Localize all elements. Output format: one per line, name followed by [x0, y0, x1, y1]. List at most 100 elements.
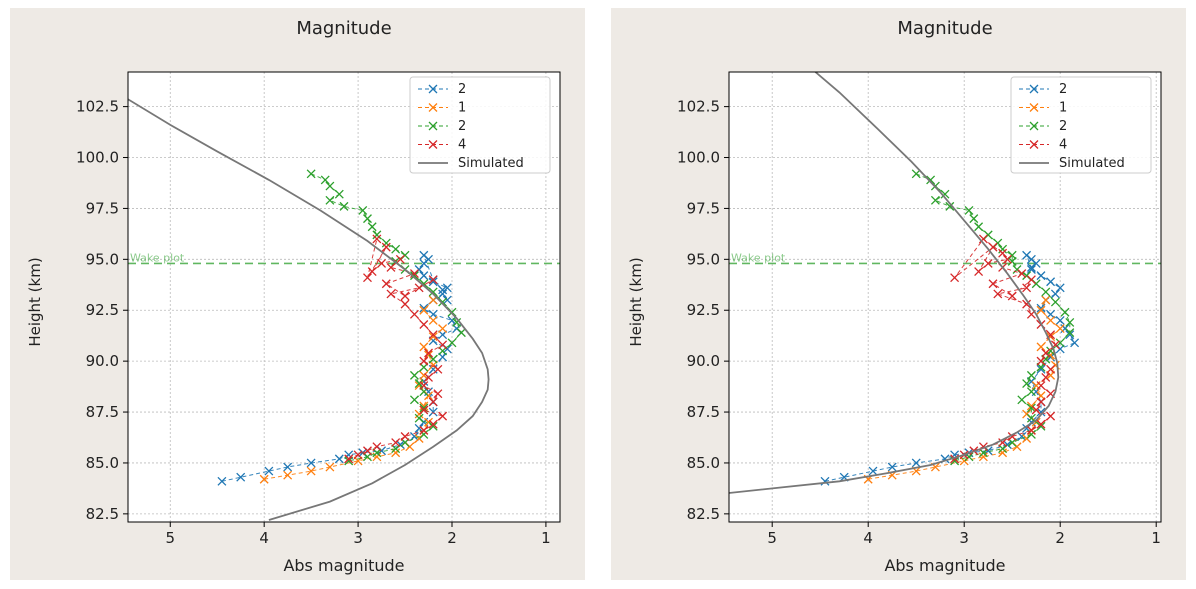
- data-point-marker: [447, 338, 457, 348]
- data-point-marker: [283, 462, 293, 472]
- legend-marker: [1029, 140, 1039, 149]
- x-tick-label: 4: [259, 529, 269, 547]
- data-point-marker: [1022, 299, 1032, 309]
- y-tick-label: 85.0: [86, 454, 119, 472]
- data-point-marker: [438, 297, 448, 307]
- data-point-marker: [325, 462, 335, 472]
- data-point-marker: [1026, 275, 1036, 285]
- data-point-marker: [438, 285, 448, 295]
- data-point-marker: [964, 206, 974, 215]
- legend-label: 2: [458, 82, 466, 97]
- data-point-marker: [1055, 283, 1065, 293]
- y-tick-label: 90.0: [86, 352, 119, 370]
- series-line-simulated: [729, 72, 1060, 494]
- data-point-marker: [325, 195, 335, 205]
- data-point-marker: [236, 472, 246, 482]
- data-point-marker: [419, 250, 429, 260]
- data-point-marker: [391, 438, 401, 448]
- data-point-marker: [381, 279, 391, 289]
- data-point-marker: [409, 395, 419, 405]
- data-point-marker: [1050, 289, 1060, 299]
- data-point-marker: [1050, 297, 1060, 307]
- data-point-marker: [442, 283, 452, 293]
- chart-title: Magnitude: [296, 18, 391, 39]
- legend-marker: [428, 140, 438, 149]
- y-tick-label: 95.0: [687, 250, 720, 268]
- y-tick-label: 95.0: [86, 250, 119, 268]
- data-point-marker: [1036, 397, 1046, 407]
- data-point-marker: [428, 287, 438, 297]
- data-point-marker: [1026, 425, 1036, 435]
- data-point-marker: [363, 273, 372, 283]
- data-point-marker: [428, 332, 438, 342]
- data-point-marker: [353, 450, 363, 460]
- legend-label: 2: [458, 119, 466, 134]
- data-point-marker: [320, 175, 330, 185]
- data-point-marker: [1046, 332, 1056, 342]
- data-point-marker: [1065, 317, 1075, 327]
- data-point-marker: [969, 214, 979, 224]
- data-point-marker: [1046, 277, 1056, 287]
- data-point-marker: [998, 248, 1008, 258]
- data-point-marker: [428, 275, 438, 285]
- data-point-marker: [217, 476, 227, 486]
- data-point-marker: [978, 452, 988, 462]
- data-point-marker: [983, 258, 993, 268]
- x-tick-label: 5: [767, 529, 777, 547]
- legend-label: Simulated: [458, 156, 524, 171]
- data-point-marker: [419, 305, 429, 315]
- data-point-marker: [1036, 342, 1046, 352]
- magnitude-chart-left: Wake plot 5 4 3 2 1 82.5 85.0 87.5 90.0 92.5 95.0 97…: [26, 18, 561, 575]
- legend-marker: [1029, 121, 1039, 131]
- data-point-marker: [911, 169, 921, 179]
- data-point-marker: [930, 195, 940, 205]
- data-point-marker: [306, 458, 316, 468]
- data-point-marker: [1046, 411, 1056, 421]
- data-point-marker: [442, 295, 452, 305]
- wake-plot-label: Wake plot: [130, 251, 185, 264]
- data-point-marker: [1036, 271, 1046, 281]
- data-point-marker: [372, 234, 382, 244]
- legend-label: 4: [1059, 138, 1067, 153]
- data-point-marker: [1036, 381, 1046, 391]
- data-point-marker: [1017, 432, 1027, 441]
- plot-layer: [128, 98, 560, 521]
- data-point-marker: [1007, 256, 1017, 266]
- data-point-marker: [428, 354, 438, 364]
- data-point-marker: [1046, 315, 1056, 325]
- data-point-marker: [1026, 370, 1036, 380]
- data-point-marker: [1022, 250, 1032, 260]
- y-tick-label: 92.5: [687, 301, 720, 319]
- data-point-marker: [1026, 387, 1036, 397]
- magnitude-chart-right: Wake plot 5 4 3 2 1 82.5 85.0 87.5 90.0 92.5 95.0 97…: [627, 18, 1162, 575]
- y-tick-label: 100.0: [76, 149, 119, 167]
- data-point-marker: [1017, 269, 1027, 279]
- data-point-marker: [367, 222, 377, 232]
- data-point-marker: [372, 230, 382, 240]
- data-point-marker: [363, 214, 372, 224]
- y-tick-label: 90.0: [687, 352, 720, 370]
- data-point-marker: [438, 324, 448, 334]
- series-line-simulated: [128, 98, 490, 521]
- data-point-marker: [447, 315, 457, 325]
- data-point-marker: [386, 263, 396, 272]
- data-point-marker: [926, 175, 936, 185]
- data-point-marker: [1036, 419, 1046, 429]
- plot-layer: [729, 72, 1161, 494]
- data-point-marker: [409, 370, 419, 380]
- legend-marker: [1029, 84, 1039, 94]
- y-tick-label: 82.5: [687, 505, 720, 523]
- data-point-marker: [1017, 395, 1027, 405]
- data-point-marker: [424, 348, 433, 358]
- data-point-marker: [887, 462, 897, 472]
- data-point-marker: [283, 470, 293, 480]
- data-point-marker: [998, 448, 1008, 458]
- y-tick-label: 85.0: [687, 454, 720, 472]
- data-point-marker: [1055, 315, 1065, 325]
- data-point-marker: [419, 401, 429, 411]
- data-point-marker: [978, 234, 988, 244]
- data-point-marker: [419, 370, 429, 380]
- data-point-marker: [428, 330, 438, 340]
- data-point-marker: [1022, 379, 1032, 388]
- y-axis-label: Height (km): [627, 257, 645, 346]
